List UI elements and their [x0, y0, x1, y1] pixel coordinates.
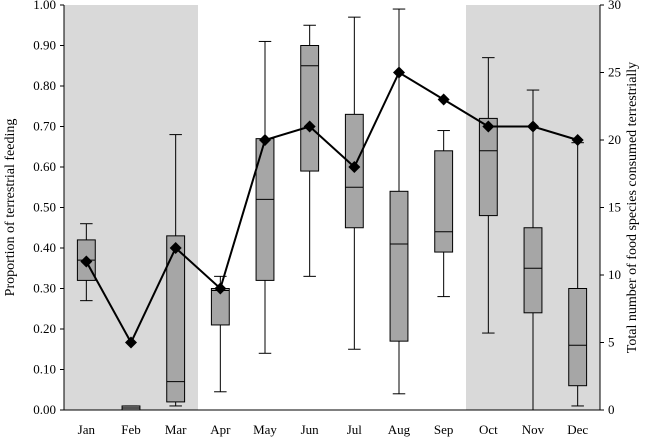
- left-y-tick-label: 0.70: [33, 119, 56, 134]
- box-iqr: [478, 117, 498, 217]
- species-count-marker: [80, 255, 93, 268]
- left-y-axis-title: Proportion of terrestrial feeding: [3, 119, 18, 297]
- left-y-tick-label: 0.00: [33, 402, 56, 417]
- species-count-marker: [527, 120, 539, 133]
- x-tick-label: Aug: [388, 422, 411, 437]
- x-tick-label: Jan: [78, 422, 96, 437]
- right-y-tick-label: 20: [608, 132, 621, 147]
- right-y-tick-label: 25: [608, 65, 621, 80]
- x-tick-label: Mar: [165, 422, 187, 437]
- species-count-marker: [259, 134, 271, 146]
- left-y-tick-label: 0.40: [33, 240, 56, 255]
- species-count-marker: [571, 134, 584, 146]
- right-y-tick-label: 15: [608, 200, 621, 215]
- x-tick-label: Jun: [301, 422, 320, 437]
- right-y-tick-label: 10: [608, 267, 621, 282]
- box-iqr: [523, 227, 543, 314]
- x-tick-label: Oct: [479, 422, 498, 437]
- x-tick-label: May: [253, 422, 277, 437]
- species-count-marker: [393, 66, 405, 79]
- left-y-tick-label: 0.80: [33, 78, 56, 93]
- species-count-marker: [303, 120, 316, 133]
- right-y-tick-label: 0: [608, 402, 615, 417]
- species-count-marker: [437, 93, 450, 106]
- left-y-tick-label: 0.30: [33, 281, 56, 296]
- left-y-tick-label: 0.20: [33, 321, 56, 336]
- left-y-tick-label: 1.00: [33, 0, 56, 12]
- box-iqr: [166, 235, 186, 403]
- x-tick-label: Jul: [347, 422, 363, 437]
- left-y-tick-label: 0.50: [33, 200, 56, 215]
- box-iqr: [389, 190, 409, 342]
- left-y-tick-label: 0.90: [33, 38, 56, 53]
- box-iqr: [434, 150, 454, 253]
- left-y-tick-label: 0.60: [33, 159, 56, 174]
- box-iqr: [568, 288, 588, 387]
- x-tick-label: Dec: [567, 422, 588, 437]
- left-y-tick-label: 0.10: [33, 362, 56, 377]
- x-tick-label: Sep: [434, 422, 454, 437]
- x-tick-label: Feb: [121, 422, 141, 437]
- right-y-axis-title: Total number of food species consumed te…: [625, 62, 640, 353]
- box-iqr: [300, 45, 320, 172]
- right-y-tick-label: 30: [608, 0, 621, 12]
- x-tick-label: Apr: [210, 422, 231, 437]
- species-count-marker: [482, 120, 495, 133]
- x-tick-label: Nov: [522, 422, 545, 437]
- species-count-line: [85, 71, 578, 345]
- species-count-marker: [348, 161, 361, 173]
- species-count-marker: [169, 242, 182, 254]
- species-count-marker: [125, 336, 137, 349]
- right-y-tick-label: 5: [608, 335, 615, 350]
- species-count-marker: [214, 282, 227, 295]
